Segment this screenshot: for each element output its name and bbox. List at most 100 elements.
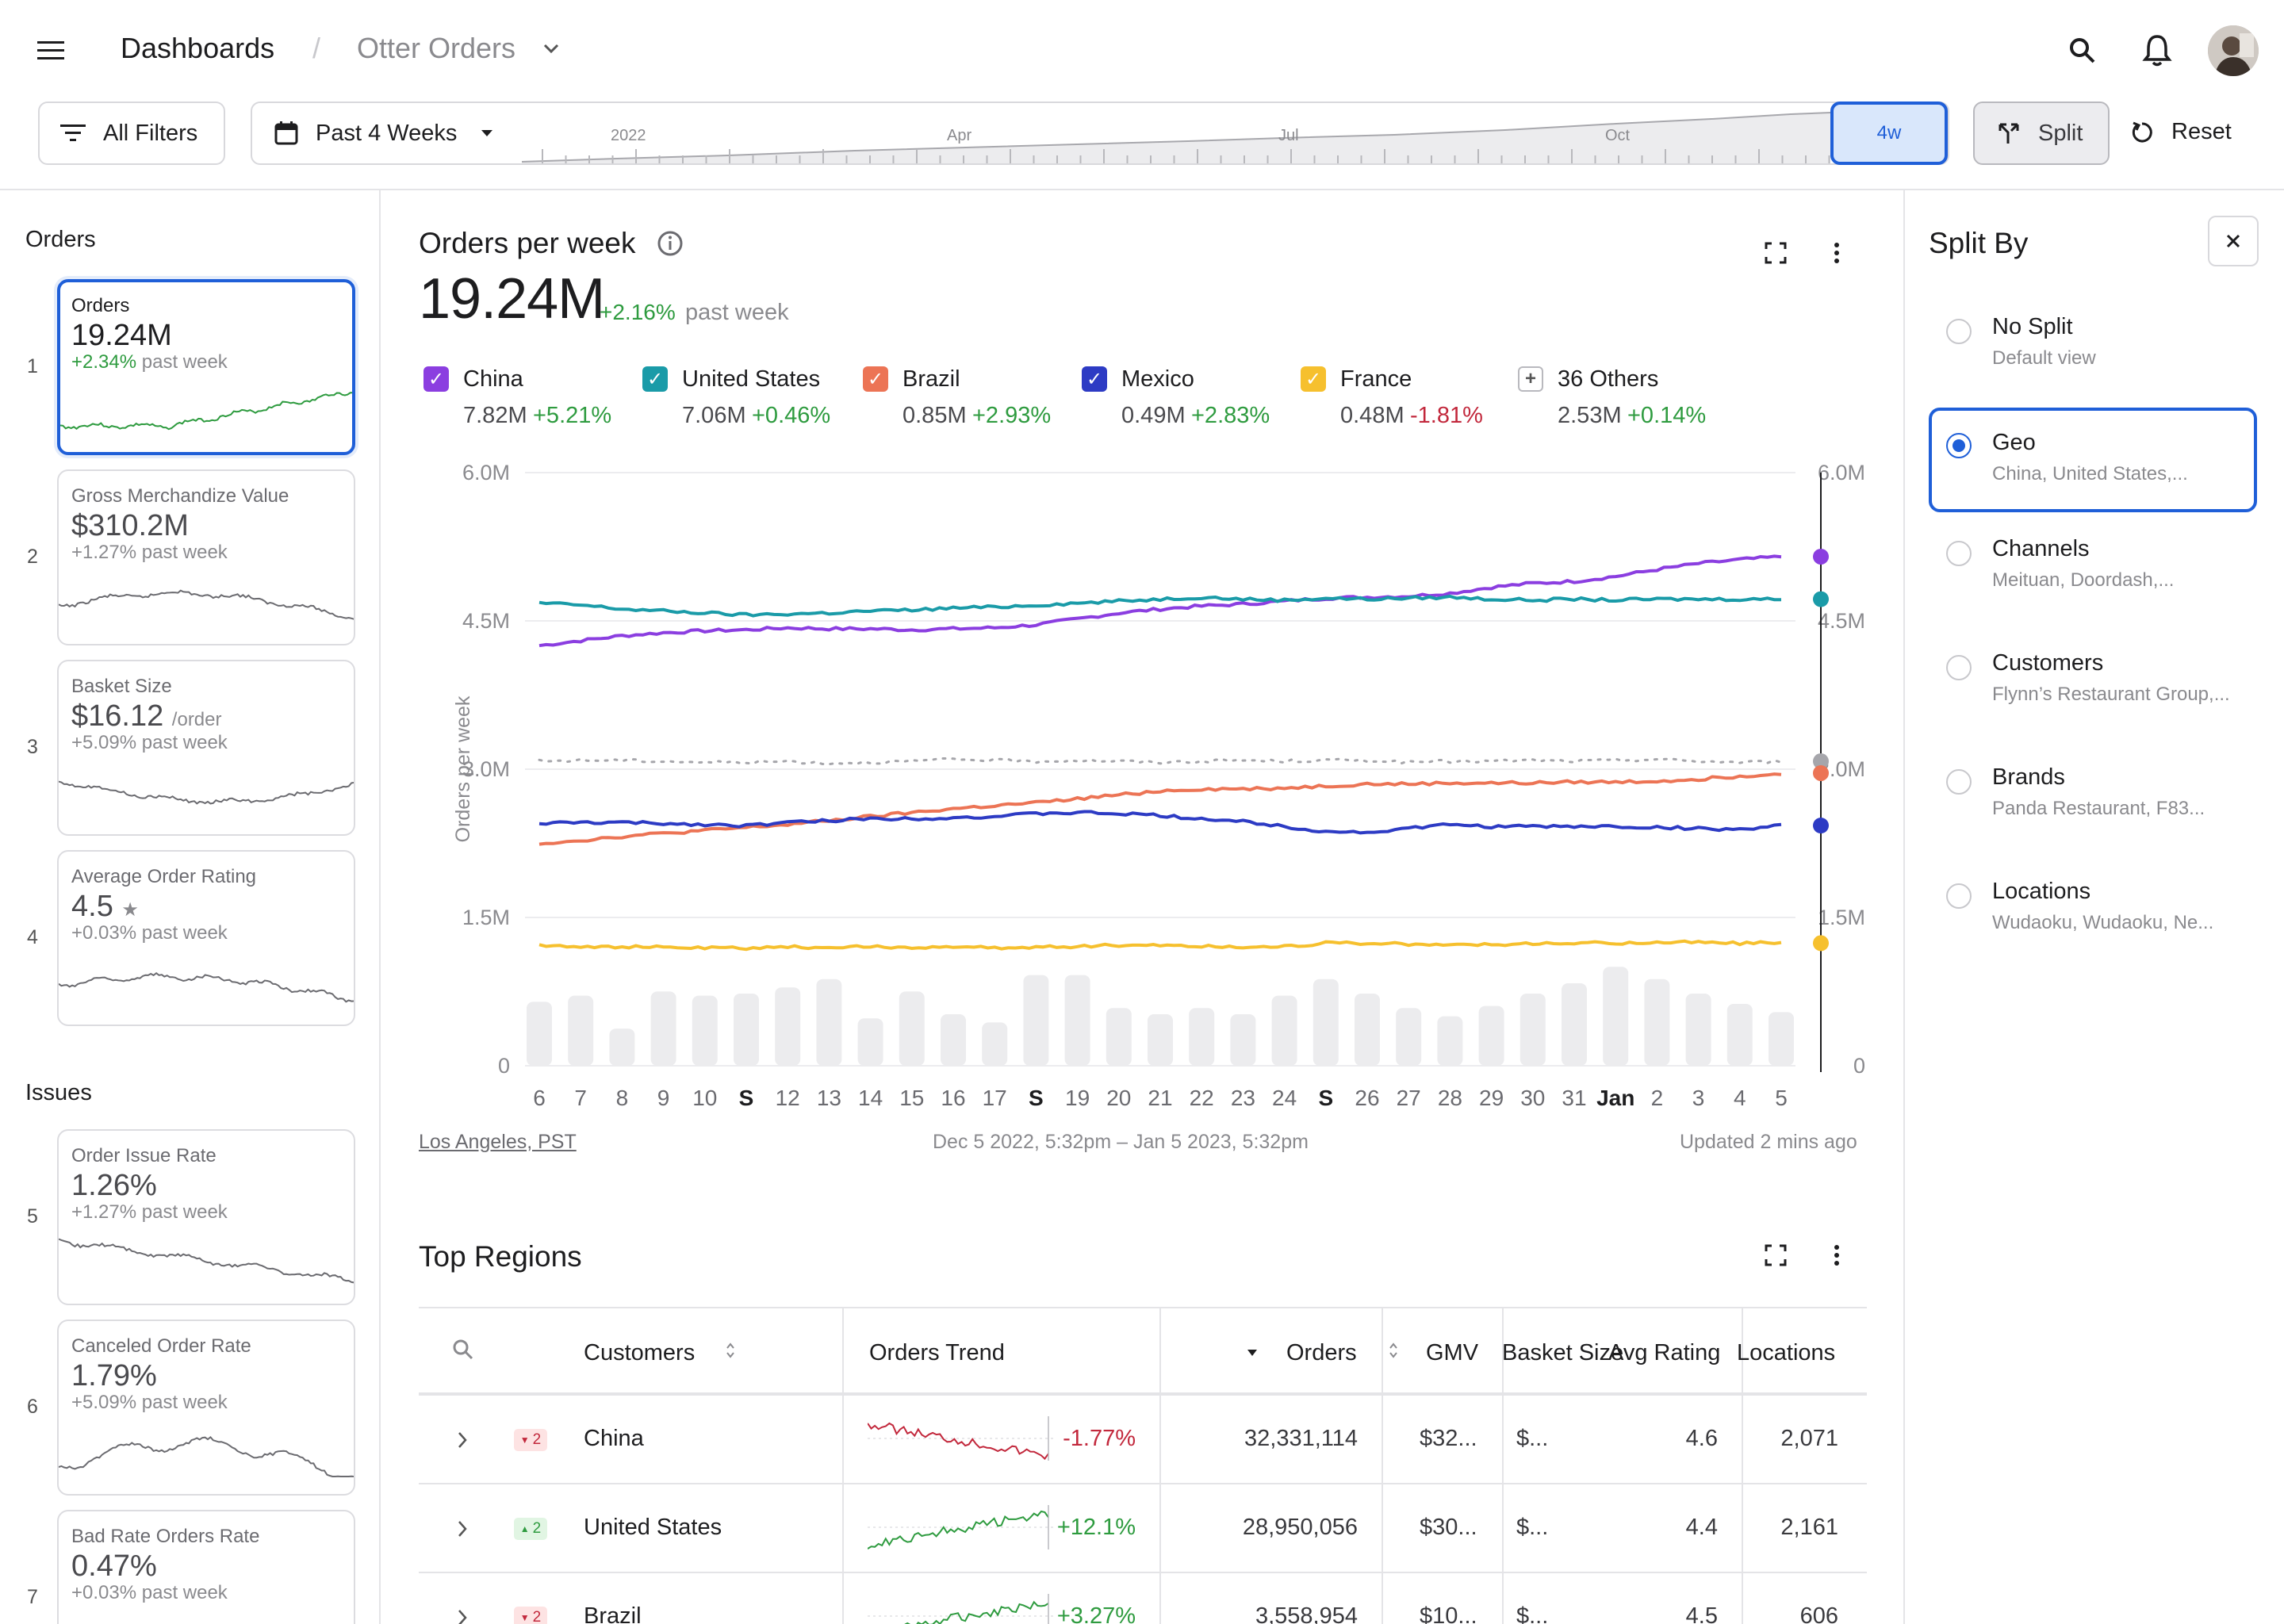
volume-bar	[775, 987, 801, 1066]
split-button[interactable]: Split	[1973, 102, 2110, 165]
sort-desc-icon[interactable]	[1247, 1346, 1258, 1361]
legend-checkbox[interactable]: ✓	[863, 366, 888, 392]
series-line-china[interactable]	[538, 554, 1782, 648]
x-tick: 28	[1438, 1086, 1462, 1110]
avatar[interactable]	[2208, 25, 2259, 76]
all-filters-button[interactable]: All Filters	[38, 102, 225, 165]
sort-icon[interactable]	[1388, 1342, 1399, 1363]
split-icon	[1997, 121, 2021, 145]
kpi-card-orders[interactable]: Orders 19.24M +2.34% past week	[57, 279, 355, 455]
row-basket-size: $...	[1516, 1515, 1549, 1540]
expand-icon[interactable]	[1764, 241, 1788, 269]
split-option-locations[interactable]: Locations Wudaoku, Wudaoku, Ne...	[1929, 864, 2257, 969]
regions-expand-icon[interactable]	[1764, 1243, 1788, 1271]
legend-label[interactable]: China	[463, 366, 523, 392]
kpi-delta-value: +1.27%	[71, 542, 137, 563]
legend-label[interactable]: Brazil	[902, 366, 960, 392]
timeline-label-oct: Oct	[1605, 127, 1631, 144]
search-icon[interactable]	[2067, 35, 2098, 71]
kpi-delta-suffix: past week	[136, 542, 228, 563]
legend-label[interactable]: Mexico	[1121, 366, 1194, 392]
legend-checkbox[interactable]: ✓	[1082, 366, 1107, 392]
series-line-36-others[interactable]	[538, 757, 1783, 766]
kpi-row-number: 6	[27, 1396, 38, 1418]
chevron-down-icon[interactable]	[542, 43, 560, 58]
region-name[interactable]: United States	[584, 1515, 722, 1540]
rank-change-value: 2	[532, 1609, 542, 1624]
timeline-label-2022: 2022	[611, 127, 646, 144]
legend-value: 0.48M	[1340, 403, 1405, 428]
legend-label[interactable]: 36 Others	[1558, 366, 1659, 392]
radio-button[interactable]	[1946, 433, 1972, 458]
row-trend-percent: -1.77%	[1063, 1426, 1136, 1451]
volume-bar	[1562, 983, 1587, 1066]
x-tick: 14	[858, 1086, 883, 1110]
radio-button[interactable]	[1946, 883, 1972, 909]
rank-change-badge: ▲ 2	[514, 1518, 547, 1540]
legend-label[interactable]: United States	[682, 366, 821, 392]
reset-button[interactable]: Reset	[2130, 119, 2232, 145]
regions-more-icon[interactable]	[1832, 1243, 1841, 1271]
region-name[interactable]: Brazil	[584, 1603, 642, 1624]
col-header-locations[interactable]: Locations	[1737, 1340, 1836, 1365]
x-tick: 31	[1562, 1086, 1586, 1110]
timeline-window-handle[interactable]: 4w	[1830, 102, 1948, 165]
col-header-orders[interactable]: Orders	[1286, 1340, 1357, 1365]
col-header-orders-trend[interactable]: Orders Trend	[869, 1340, 1005, 1365]
kpi-card-canceled-order-rate[interactable]: Canceled Order Rate 1.79% +5.09% past week	[57, 1320, 355, 1496]
legend-checkbox[interactable]: ✓	[1301, 366, 1326, 392]
kpi-card-gross-merchandize-value[interactable]: Gross Merchandize Value $310.2M +1.27% pas…	[57, 469, 355, 645]
timezone-link[interactable]: Los Angeles, PST	[419, 1131, 577, 1153]
split-option-customers[interactable]: Customers Flynn’s Restaurant Group,...	[1929, 636, 2257, 741]
kpi-card-average-order-rating[interactable]: Average Order Rating 4.5 ★ +0.03% past wee…	[57, 850, 355, 1026]
x-tick: 15	[899, 1086, 924, 1110]
radio-button[interactable]	[1946, 319, 1972, 344]
sort-icon[interactable]	[725, 1342, 736, 1363]
legend-checkbox[interactable]: ✓	[642, 366, 668, 392]
legend-checkbox[interactable]: ✓	[423, 366, 449, 392]
col-header-basket-size[interactable]: Basket Size	[1502, 1340, 1624, 1365]
x-tick: 12	[776, 1086, 800, 1110]
table-row[interactable]	[419, 1484, 1867, 1573]
kpi-delta: +1.27% past week	[71, 542, 341, 564]
breadcrumb-current[interactable]: Otter Orders	[357, 32, 516, 64]
radio-button[interactable]	[1946, 769, 1972, 795]
expand-row-chevron-icon[interactable]	[457, 1431, 468, 1454]
expand-row-chevron-icon[interactable]	[457, 1519, 468, 1542]
table-search-icon[interactable]	[452, 1339, 474, 1365]
breadcrumb-dashboards[interactable]: Dashboards	[121, 32, 275, 64]
more-options-icon[interactable]	[1832, 241, 1841, 269]
table-row[interactable]	[419, 1396, 1867, 1484]
row-trend-chart	[867, 1413, 1055, 1468]
series-line-france[interactable]	[538, 939, 1782, 952]
split-option-channels[interactable]: Channels Meituan, Doordash,...	[1929, 522, 2257, 626]
series-line-brazil[interactable]	[538, 772, 1782, 846]
region-name[interactable]: China	[584, 1426, 644, 1451]
expand-row-chevron-icon[interactable]	[457, 1608, 468, 1624]
radio-button[interactable]	[1946, 655, 1972, 680]
series-line-mexico[interactable]	[538, 810, 1782, 835]
kpi-card-bad-rate-orders-rate[interactable]: Bad Rate Orders Rate 0.47% +0.03% past wee…	[57, 1510, 355, 1624]
menu-icon[interactable]	[32, 35, 70, 67]
orders-line-chart[interactable]: 0 01.5M 1.5M3.0M 3.0M4.5M 4.5M6.0M 6.0MOrders…	[419, 452, 1870, 1126]
split-option-geo[interactable]: Geo China, United States,...	[1929, 408, 2257, 512]
close-panel-button[interactable]	[2208, 216, 2259, 266]
timeline-scrubber[interactable]: 2022 Apr Jul Oct	[522, 102, 1949, 165]
legend-checkbox[interactable]: +	[1518, 366, 1543, 392]
split-option-brands[interactable]: Brands Panda Restaurant, F83...	[1929, 750, 2257, 855]
col-header-customers[interactable]: Customers	[584, 1340, 696, 1365]
timeline-window-label: 4w	[1876, 122, 1902, 144]
legend-label[interactable]: France	[1340, 366, 1412, 392]
col-header-avg-rating[interactable]: Avg Rating	[1608, 1340, 1721, 1365]
split-option-no-split[interactable]: No Split Default view	[1929, 300, 2257, 404]
bell-icon[interactable]	[2141, 33, 2173, 72]
series-line-united-states[interactable]	[538, 594, 1782, 618]
radio-button[interactable]	[1946, 541, 1972, 566]
kpi-sparkline	[59, 1436, 354, 1477]
date-range-dropdown[interactable]: Past 4 Weeks	[251, 102, 523, 165]
kpi-card-basket-size[interactable]: Basket Size $16.12 /order +5.09% past week	[57, 660, 355, 836]
info-icon[interactable]	[657, 230, 684, 261]
volume-bar	[568, 995, 594, 1066]
col-header-gmv[interactable]: GMV	[1426, 1340, 1479, 1365]
kpi-card-order-issue-rate[interactable]: Order Issue Rate 1.26% +1.27% past week	[57, 1129, 355, 1305]
